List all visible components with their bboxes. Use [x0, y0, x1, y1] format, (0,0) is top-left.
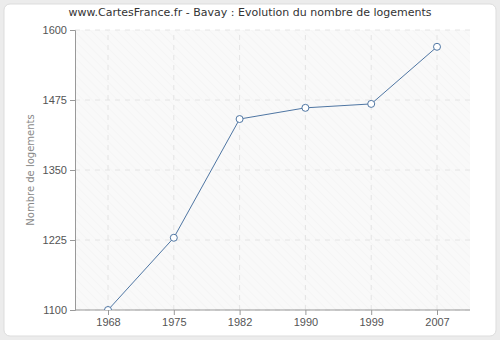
y-tick-mark [70, 100, 75, 101]
marker [170, 234, 177, 241]
x-tick: 1982 [228, 310, 252, 328]
x-axis-line [75, 310, 470, 311]
y-axis-title: Nombre de logements [25, 114, 36, 225]
marker [236, 116, 243, 123]
y-tick-label: 1225 [43, 234, 67, 246]
grid-line-x [305, 30, 306, 310]
grid-line-x [173, 30, 174, 310]
x-tick-mark [108, 310, 109, 315]
x-tick-mark [174, 310, 175, 315]
grid-line-x [239, 30, 240, 310]
grid-line-y [75, 240, 470, 241]
background [0, 0, 500, 340]
series [105, 43, 441, 310]
x-tick-mark [240, 310, 241, 315]
title: www.CartesFrance.fr - Bavay : Evolution … [69, 6, 432, 19]
x-tick: 2007 [425, 310, 449, 328]
x-tick-label: 1999 [359, 316, 383, 328]
x-tick: 1975 [162, 310, 186, 328]
y-tick-label: 1475 [43, 94, 67, 106]
x-tick-label: 2007 [425, 316, 449, 328]
grid-line-x [108, 30, 109, 310]
x-tick-label: 1990 [294, 316, 318, 328]
y-tick: 1100 [43, 304, 75, 316]
x-tick-mark [437, 310, 438, 315]
y-tick: 1475 [43, 94, 75, 106]
x-tick-label: 1968 [96, 316, 120, 328]
grid-line-x [371, 30, 372, 310]
y-tick: 1225 [43, 234, 75, 246]
grid-line-y [75, 310, 470, 311]
y-tick-label: 1100 [43, 304, 67, 316]
x-tick-mark [371, 310, 372, 315]
x-tick: 1999 [359, 310, 383, 328]
marker [434, 43, 441, 50]
y-tick-label: 1600 [43, 24, 67, 36]
grid-line-y [75, 170, 470, 171]
marker [302, 104, 309, 111]
x-tick-label: 1982 [228, 316, 252, 328]
x-axis: 1968 1975 1982 1990 1999 2007 [75, 310, 470, 328]
grid-line-y [75, 30, 470, 31]
marker [105, 307, 112, 311]
y-axis: 1100 1225 1350 1475 1600 [43, 24, 76, 316]
y-tick-mark [70, 240, 75, 241]
y-axis-line [70, 31, 76, 311]
y-tick-label: 1350 [43, 164, 67, 176]
marker [368, 100, 375, 107]
x-tick-mark [305, 310, 306, 315]
panel [4, 4, 496, 336]
y-tick-mark [70, 170, 75, 171]
y-tick: 1350 [43, 164, 75, 176]
grid-line-x [437, 30, 438, 310]
y-tick: 1600 [43, 24, 75, 36]
grid-line-y [75, 100, 470, 101]
y-tick-mark [70, 30, 75, 31]
y-tick-mark [70, 310, 75, 311]
plot-area [75, 30, 470, 310]
x-tick: 1968 [96, 310, 120, 328]
grid [75, 30, 470, 310]
x-tick-label: 1975 [162, 316, 186, 328]
line [108, 47, 437, 310]
x-tick: 1990 [294, 310, 318, 328]
